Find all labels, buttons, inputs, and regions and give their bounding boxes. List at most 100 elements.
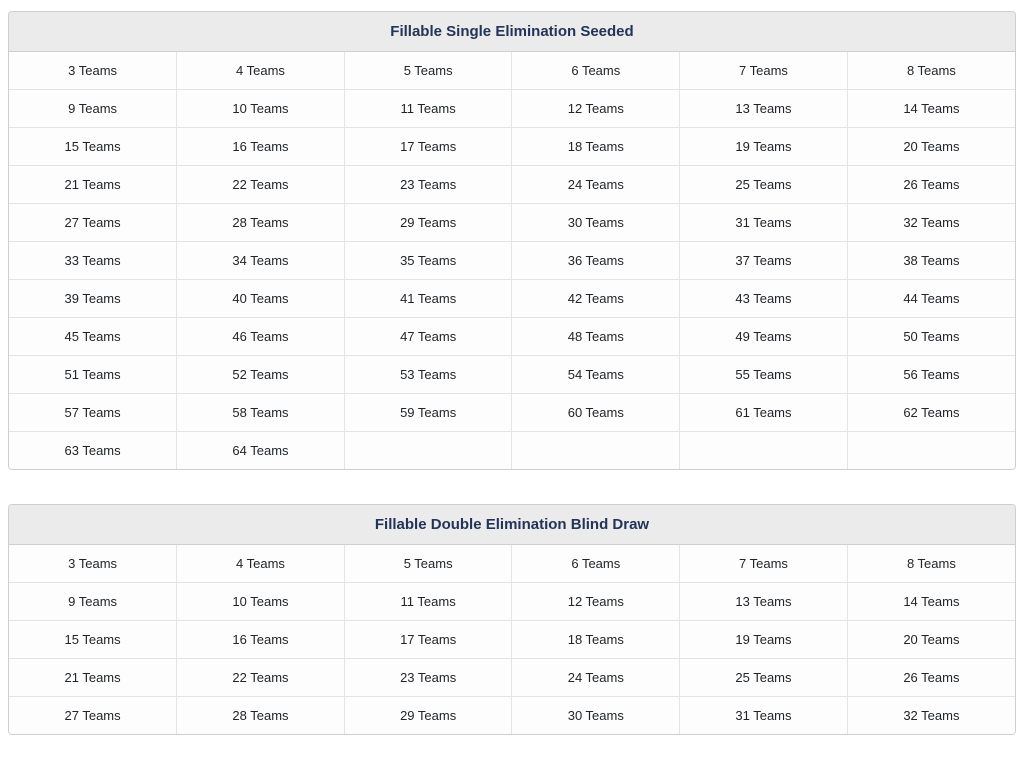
team-count-cell[interactable]: 34 Teams — [176, 241, 345, 280]
team-count-cell[interactable]: 59 Teams — [343, 393, 513, 432]
team-count-cell[interactable]: 11 Teams — [343, 582, 513, 621]
table-row: 9 Teams 10 Teams 11 Teams 12 Teams 13 Teams 1… — [9, 89, 1015, 128]
team-count-cell[interactable]: 42 Teams — [511, 279, 681, 318]
team-count-cell[interactable]: 24 Teams — [511, 658, 681, 697]
team-count-cell[interactable]: 24 Teams — [511, 165, 681, 204]
team-count-cell[interactable]: 10 Teams — [176, 89, 345, 128]
team-count-cell[interactable]: 39 Teams — [9, 279, 178, 318]
team-count-cell[interactable]: 23 Teams — [343, 658, 513, 697]
team-count-cell[interactable]: 3 Teams — [9, 51, 178, 90]
team-count-cell[interactable]: 21 Teams — [9, 658, 178, 697]
team-count-cell[interactable]: 13 Teams — [679, 582, 848, 621]
team-count-cell[interactable]: 57 Teams — [9, 393, 178, 432]
team-count-cell[interactable]: 21 Teams — [9, 165, 178, 204]
team-count-cell[interactable]: 30 Teams — [511, 203, 681, 242]
team-count-cell[interactable]: 37 Teams — [679, 241, 848, 280]
team-count-cell[interactable]: 11 Teams — [343, 89, 513, 128]
table-row: 21 Teams 22 Teams 23 Teams 24 Teams 25 Teams… — [9, 165, 1015, 204]
team-count-cell[interactable]: 17 Teams — [343, 620, 513, 659]
team-count-cell[interactable]: 64 Teams — [176, 431, 345, 469]
team-count-cell[interactable]: 32 Teams — [846, 203, 1015, 242]
team-count-cell[interactable]: 8 Teams — [846, 544, 1015, 583]
team-count-cell[interactable]: 58 Teams — [176, 393, 345, 432]
team-count-cell[interactable]: 61 Teams — [679, 393, 848, 432]
team-count-cell[interactable]: 8 Teams — [846, 51, 1015, 90]
table-row: 39 Teams 40 Teams 41 Teams 42 Teams 43 Teams… — [9, 279, 1015, 318]
team-count-cell[interactable]: 9 Teams — [9, 89, 178, 128]
team-count-cell[interactable]: 20 Teams — [846, 620, 1015, 659]
team-count-cell[interactable]: 20 Teams — [846, 127, 1015, 166]
team-count-cell[interactable]: 46 Teams — [176, 317, 345, 356]
team-count-cell[interactable]: 49 Teams — [679, 317, 848, 356]
team-count-cell[interactable]: 19 Teams — [679, 620, 848, 659]
team-count-cell[interactable]: 18 Teams — [511, 127, 681, 166]
team-count-cell[interactable]: 26 Teams — [846, 165, 1015, 204]
team-count-cell[interactable]: 35 Teams — [343, 241, 513, 280]
team-count-cell[interactable]: 25 Teams — [679, 165, 848, 204]
team-count-cell[interactable]: 27 Teams — [9, 696, 178, 734]
team-count-cell[interactable]: 27 Teams — [9, 203, 178, 242]
team-count-cell[interactable]: 38 Teams — [846, 241, 1015, 280]
team-count-cell[interactable]: 22 Teams — [176, 658, 345, 697]
team-count-cell[interactable]: 43 Teams — [679, 279, 848, 318]
team-count-cell[interactable]: 50 Teams — [846, 317, 1015, 356]
team-count-cell[interactable]: 33 Teams — [9, 241, 178, 280]
team-count-cell[interactable]: 4 Teams — [176, 51, 345, 90]
team-count-cell[interactable]: 28 Teams — [176, 203, 345, 242]
team-count-cell[interactable]: 14 Teams — [846, 89, 1015, 128]
team-count-cell[interactable]: 60 Teams — [511, 393, 681, 432]
team-count-cell[interactable]: 28 Teams — [176, 696, 345, 734]
team-count-cell[interactable]: 54 Teams — [511, 355, 681, 394]
team-count-cell[interactable]: 13 Teams — [679, 89, 848, 128]
team-count-cell[interactable]: 22 Teams — [176, 165, 345, 204]
team-count-cell[interactable]: 19 Teams — [679, 127, 848, 166]
team-count-cell[interactable]: 16 Teams — [176, 127, 345, 166]
team-count-cell[interactable]: 18 Teams — [511, 620, 681, 659]
team-count-cell[interactable]: 40 Teams — [176, 279, 345, 318]
team-count-cell[interactable]: 56 Teams — [846, 355, 1015, 394]
team-count-cell[interactable]: 12 Teams — [511, 89, 681, 128]
team-count-cell[interactable]: 29 Teams — [343, 696, 513, 734]
table-header: Fillable Double Elimination Blind Draw — [9, 505, 1015, 545]
team-count-cell[interactable]: 62 Teams — [846, 393, 1015, 432]
empty-cell — [846, 431, 1015, 469]
team-count-cell[interactable]: 32 Teams — [846, 696, 1015, 734]
team-count-cell[interactable]: 15 Teams — [9, 127, 178, 166]
team-count-cell[interactable]: 47 Teams — [343, 317, 513, 356]
team-count-cell[interactable]: 41 Teams — [343, 279, 513, 318]
team-count-cell[interactable]: 55 Teams — [679, 355, 848, 394]
team-count-cell[interactable]: 7 Teams — [679, 51, 848, 90]
team-count-cell[interactable]: 4 Teams — [176, 544, 345, 583]
table-row: 3 Teams 4 Teams 5 Teams 6 Teams 7 Teams 8 Tea… — [9, 51, 1015, 90]
team-count-cell[interactable]: 52 Teams — [176, 355, 345, 394]
team-count-cell[interactable]: 31 Teams — [679, 696, 848, 734]
team-count-cell[interactable]: 5 Teams — [343, 544, 513, 583]
team-count-cell[interactable]: 25 Teams — [679, 658, 848, 697]
team-count-cell[interactable]: 23 Teams — [343, 165, 513, 204]
team-count-cell[interactable]: 31 Teams — [679, 203, 848, 242]
team-count-cell[interactable]: 5 Teams — [343, 51, 513, 90]
team-count-cell[interactable]: 30 Teams — [511, 696, 681, 734]
team-count-cell[interactable]: 48 Teams — [511, 317, 681, 356]
team-count-cell[interactable]: 45 Teams — [9, 317, 178, 356]
team-count-cell[interactable]: 51 Teams — [9, 355, 178, 394]
team-count-cell[interactable]: 7 Teams — [679, 544, 848, 583]
team-count-cell[interactable]: 17 Teams — [343, 127, 513, 166]
team-count-cell[interactable]: 44 Teams — [846, 279, 1015, 318]
team-count-cell[interactable]: 10 Teams — [176, 582, 345, 621]
team-count-cell[interactable]: 6 Teams — [511, 544, 681, 583]
team-count-cell[interactable]: 16 Teams — [176, 620, 345, 659]
team-count-cell[interactable]: 15 Teams — [9, 620, 178, 659]
team-count-cell[interactable]: 53 Teams — [343, 355, 513, 394]
table-row: 33 Teams 34 Teams 35 Teams 36 Teams 37 Teams… — [9, 241, 1015, 280]
team-count-cell[interactable]: 14 Teams — [846, 582, 1015, 621]
team-count-cell[interactable]: 6 Teams — [511, 51, 681, 90]
team-count-cell[interactable]: 3 Teams — [9, 544, 178, 583]
empty-cell — [679, 431, 848, 469]
team-count-cell[interactable]: 36 Teams — [511, 241, 681, 280]
team-count-cell[interactable]: 26 Teams — [846, 658, 1015, 697]
team-count-cell[interactable]: 29 Teams — [343, 203, 513, 242]
team-count-cell[interactable]: 12 Teams — [511, 582, 681, 621]
team-count-cell[interactable]: 9 Teams — [9, 582, 178, 621]
team-count-cell[interactable]: 63 Teams — [9, 431, 178, 469]
